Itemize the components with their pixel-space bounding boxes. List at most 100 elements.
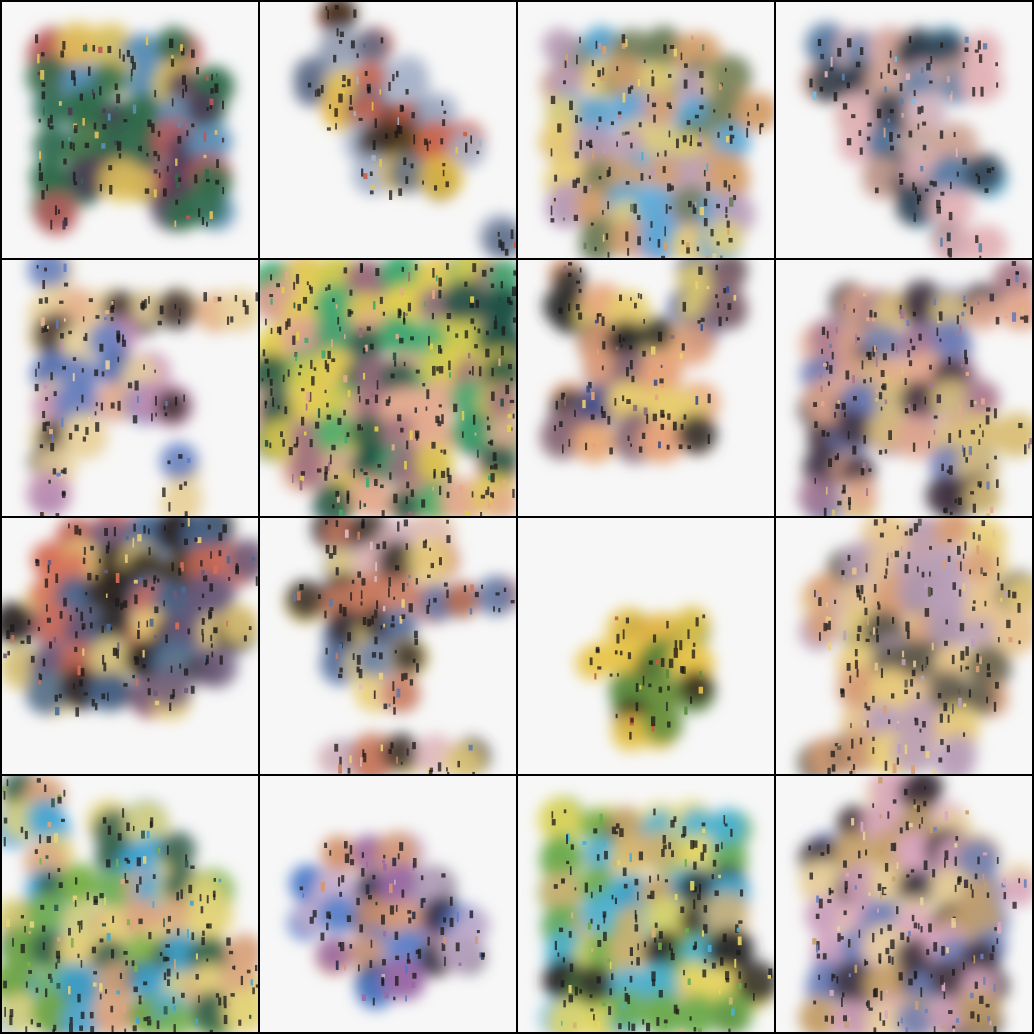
speckle	[80, 1011, 85, 1019]
speckle	[947, 538, 952, 543]
speckle	[157, 154, 160, 162]
speckle	[401, 614, 406, 620]
speckle	[55, 950, 61, 959]
speckle	[667, 721, 671, 728]
speckle	[190, 865, 195, 869]
speckle	[472, 366, 474, 376]
blob	[991, 614, 1032, 657]
speckle	[414, 630, 418, 639]
speckle	[142, 664, 146, 669]
speckle	[908, 360, 913, 367]
speckle	[504, 248, 509, 256]
speckle	[609, 988, 612, 996]
speckle	[993, 408, 997, 419]
speckle	[598, 175, 602, 180]
speckle	[605, 233, 609, 240]
speckle	[397, 117, 400, 126]
speckle	[213, 627, 218, 634]
speckle	[877, 908, 879, 913]
speckle	[148, 931, 152, 940]
speckle	[675, 1008, 680, 1015]
speckle	[101, 371, 105, 377]
speckle	[642, 675, 645, 686]
speckle	[326, 363, 330, 373]
speckle	[952, 1028, 955, 1032]
speckle	[875, 357, 878, 367]
speckle	[716, 241, 720, 246]
speckle	[854, 649, 858, 657]
speckle	[101, 923, 107, 927]
speckle	[489, 267, 494, 272]
speckle	[821, 430, 826, 437]
speckle	[690, 880, 695, 891]
speckle	[589, 144, 593, 149]
speckle	[59, 300, 64, 304]
speckle	[968, 446, 973, 456]
blob	[224, 990, 258, 1032]
speckle	[87, 417, 90, 421]
speckle	[226, 937, 231, 946]
speckle	[401, 889, 405, 898]
speckle	[81, 368, 84, 373]
speckle	[896, 723, 899, 731]
speckle	[842, 992, 845, 998]
speckle	[47, 559, 52, 566]
speckle	[919, 728, 922, 733]
generated-image-tile	[260, 776, 516, 1032]
blob	[895, 182, 939, 227]
speckle	[57, 867, 61, 872]
speckle	[637, 236, 641, 246]
speckle	[122, 808, 125, 818]
blob	[895, 639, 934, 677]
speckle	[388, 577, 391, 587]
speckle	[93, 971, 98, 975]
speckle	[684, 928, 689, 934]
speckle	[904, 689, 908, 695]
speckle	[866, 706, 871, 711]
speckle	[630, 203, 634, 212]
speckle	[132, 415, 138, 424]
speckle	[285, 271, 289, 281]
speckle	[896, 906, 899, 915]
speckle	[36, 265, 39, 269]
speckle	[718, 316, 722, 327]
speckle	[852, 764, 856, 770]
speckle	[461, 431, 464, 438]
speckle	[666, 444, 670, 450]
speckle	[134, 594, 138, 605]
speckle	[706, 255, 709, 258]
speckle	[136, 1017, 141, 1024]
speckle	[697, 142, 702, 147]
speckle	[498, 297, 501, 302]
speckle	[41, 82, 46, 87]
speckle	[500, 398, 504, 407]
speckle	[608, 1006, 612, 1015]
speckle	[153, 575, 157, 581]
speckle	[893, 842, 897, 852]
speckle	[208, 610, 212, 620]
speckle	[809, 872, 814, 880]
speckle	[639, 685, 642, 690]
speckle	[671, 850, 674, 858]
tile-canvas	[2, 260, 258, 516]
speckle	[102, 123, 107, 130]
speckle	[643, 407, 648, 416]
blob	[376, 540, 419, 583]
speckle	[873, 1027, 877, 1032]
speckle	[461, 411, 465, 421]
speckle	[583, 242, 587, 250]
speckle	[622, 867, 627, 877]
speckle	[408, 511, 413, 516]
speckle	[328, 461, 330, 472]
speckle	[826, 620, 831, 630]
speckle	[9, 1015, 13, 1026]
speckle	[371, 615, 374, 625]
speckle	[808, 845, 812, 851]
speckle	[973, 955, 976, 964]
speckle	[154, 634, 157, 639]
speckle	[6, 918, 10, 928]
speckle	[196, 537, 202, 544]
speckle	[886, 557, 889, 566]
speckle	[394, 650, 397, 654]
speckle	[569, 866, 572, 875]
